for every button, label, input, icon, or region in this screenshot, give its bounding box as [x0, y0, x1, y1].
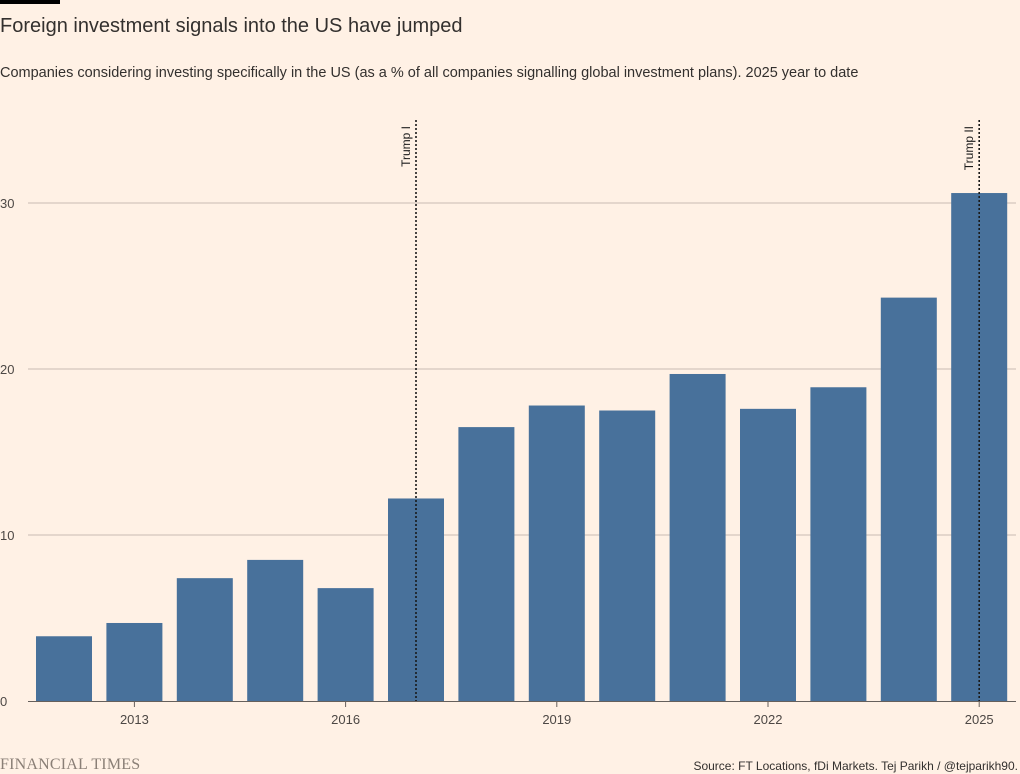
bar-2024: [880, 297, 937, 701]
ft-top-bar: [0, 0, 60, 4]
x-tick-label: 2022: [754, 712, 783, 727]
chart-title: Foreign investment signals into the US h…: [0, 15, 463, 37]
annotation-label: Trump II: [962, 126, 976, 170]
x-tick-label: 2025: [965, 712, 994, 727]
y-tick-label: 20: [0, 362, 14, 377]
source-note: Source: FT Locations, fDi Markets. Tej P…: [693, 759, 1018, 773]
bar-2019: [528, 405, 585, 701]
bar-2018: [458, 427, 515, 701]
annotations: Trump I Trump II: [399, 120, 981, 701]
bar-2022: [740, 408, 796, 701]
bar-2021: [669, 373, 726, 701]
bar-2012: [36, 636, 92, 701]
y-tick-labels: 0 10 20 30: [0, 196, 14, 709]
x-tick-label: 2016: [331, 712, 360, 727]
y-tick-label: 30: [0, 196, 14, 211]
bar-2014: [176, 578, 233, 701]
chart-subtitle: Companies considering investing specific…: [0, 65, 859, 81]
x-tick-labels: 2013 2016 2019 2022 2025: [120, 712, 994, 727]
bar-2016: [317, 588, 374, 701]
bar-2013: [106, 622, 163, 701]
gridlines: [28, 202, 1016, 536]
bar-2015: [247, 559, 304, 701]
x-tick-label: 2013: [120, 712, 149, 727]
x-axis: [28, 701, 1016, 707]
bar-2020: [599, 410, 656, 701]
ft-logo: FINANCIAL TIMES: [0, 756, 141, 773]
bars: [36, 193, 1008, 702]
annotation-label: Trump I: [399, 126, 413, 167]
x-tick-label: 2019: [542, 712, 571, 727]
bar-2023: [810, 387, 867, 701]
y-tick-label: 0: [0, 694, 7, 709]
y-tick-label: 10: [0, 528, 14, 543]
